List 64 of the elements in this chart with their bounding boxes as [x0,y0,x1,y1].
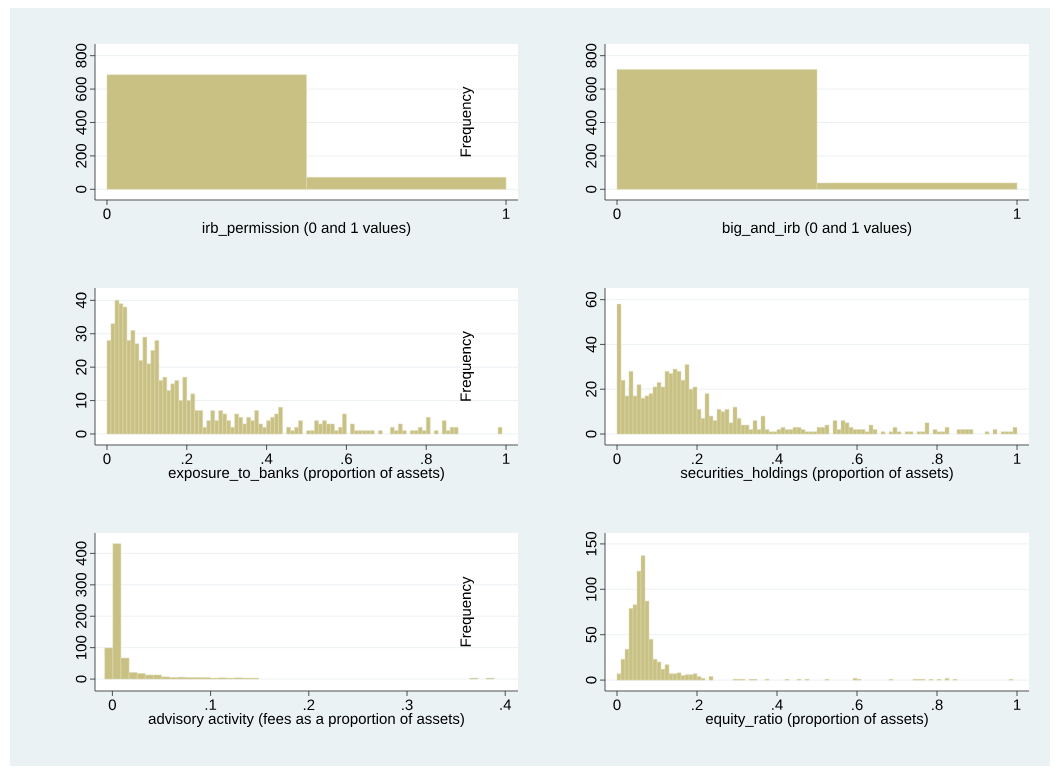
y-tick-label: 0 [585,185,597,193]
y-tick-label: 50 [585,626,597,643]
y-tick-label: 40 [585,336,597,353]
x-tick-label: .8 [932,699,943,711]
x-tick-label: .4 [772,453,783,464]
y-tick-label: 200 [75,143,87,168]
x-axis-title: irb_permission (0 and 1 values) [202,222,411,236]
y-tick-label: 100 [585,577,597,601]
x-axis-title: exposure_to_banks (proportion of assets) [168,467,444,481]
x-tick-label: .3 [402,699,413,711]
x-tick-label: .2 [303,699,315,711]
y-tick-label: 400 [75,541,87,566]
y-tick-label: 60 [585,291,597,308]
y-tick-label: 150 [585,531,597,556]
annotation: Frequency [460,86,474,157]
x-tick-label: 0 [613,699,621,711]
y-tick-label: 0 [75,430,87,438]
y-tick-label: 300 [75,572,87,597]
x-tick-label: 0 [103,453,111,465]
x-tick-label: .2 [181,453,193,464]
x-tick-label: 1 [503,453,510,464]
x-axis-title: equity_ratio (proportion of assets) [705,713,928,727]
y-tick-label: 10 [75,392,87,408]
annotation: Frequency [460,331,474,401]
y-tick-label: 0 [75,675,87,683]
x-tick-label: .4 [261,453,273,464]
annotation: Frequency [460,576,474,647]
x-tick-label: .8 [421,453,432,465]
x-tick-label: .6 [341,453,353,465]
y-tick-label: 20 [585,381,597,397]
y-tick-label: 100 [75,635,87,660]
x-tick-label: .8 [932,453,943,465]
x-tick-label: .4 [500,699,512,710]
y-tick-label: 600 [585,77,597,101]
y-tick-label: 800 [585,43,597,68]
y-tick-label: 20 [75,359,87,375]
x-tick-label: 1 [1013,208,1021,219]
y-tick-label: 40 [75,292,87,309]
x-tick-label: .6 [852,453,863,465]
y-tick-label: 0 [585,430,597,438]
y-tick-label: 0 [585,676,597,684]
y-tick-label: 800 [75,43,87,68]
x-tick-label: 0 [108,699,116,711]
y-tick-label: 200 [585,143,597,168]
y-tick-label: 600 [75,77,87,101]
y-tick-label: 200 [75,604,87,628]
x-tick-label: .2 [692,453,703,464]
x-tick-label: 1 [503,208,510,219]
y-tick-label: 30 [75,326,87,342]
x-tick-label: .2 [692,699,703,711]
x-tick-label: 1 [1013,453,1021,464]
x-tick-label: 0 [613,453,621,465]
y-tick-label: 400 [75,110,87,135]
x-tick-label: .4 [772,699,783,710]
x-axis-title: big_and_irb (0 and 1 values) [722,222,912,236]
x-tick-label: 0 [103,208,111,220]
y-tick-label: 400 [585,110,597,135]
x-axis-title: securities_holdings (proportion of assets) [680,467,953,481]
x-tick-label: .1 [205,699,217,710]
x-axis-title: advisory activity (fees as a proportion of assets) [148,713,464,727]
x-tick-label: 1 [1013,699,1021,710]
x-tick-label: 0 [613,208,621,220]
x-tick-label: .6 [852,699,863,711]
y-tick-label: 0 [75,185,87,193]
